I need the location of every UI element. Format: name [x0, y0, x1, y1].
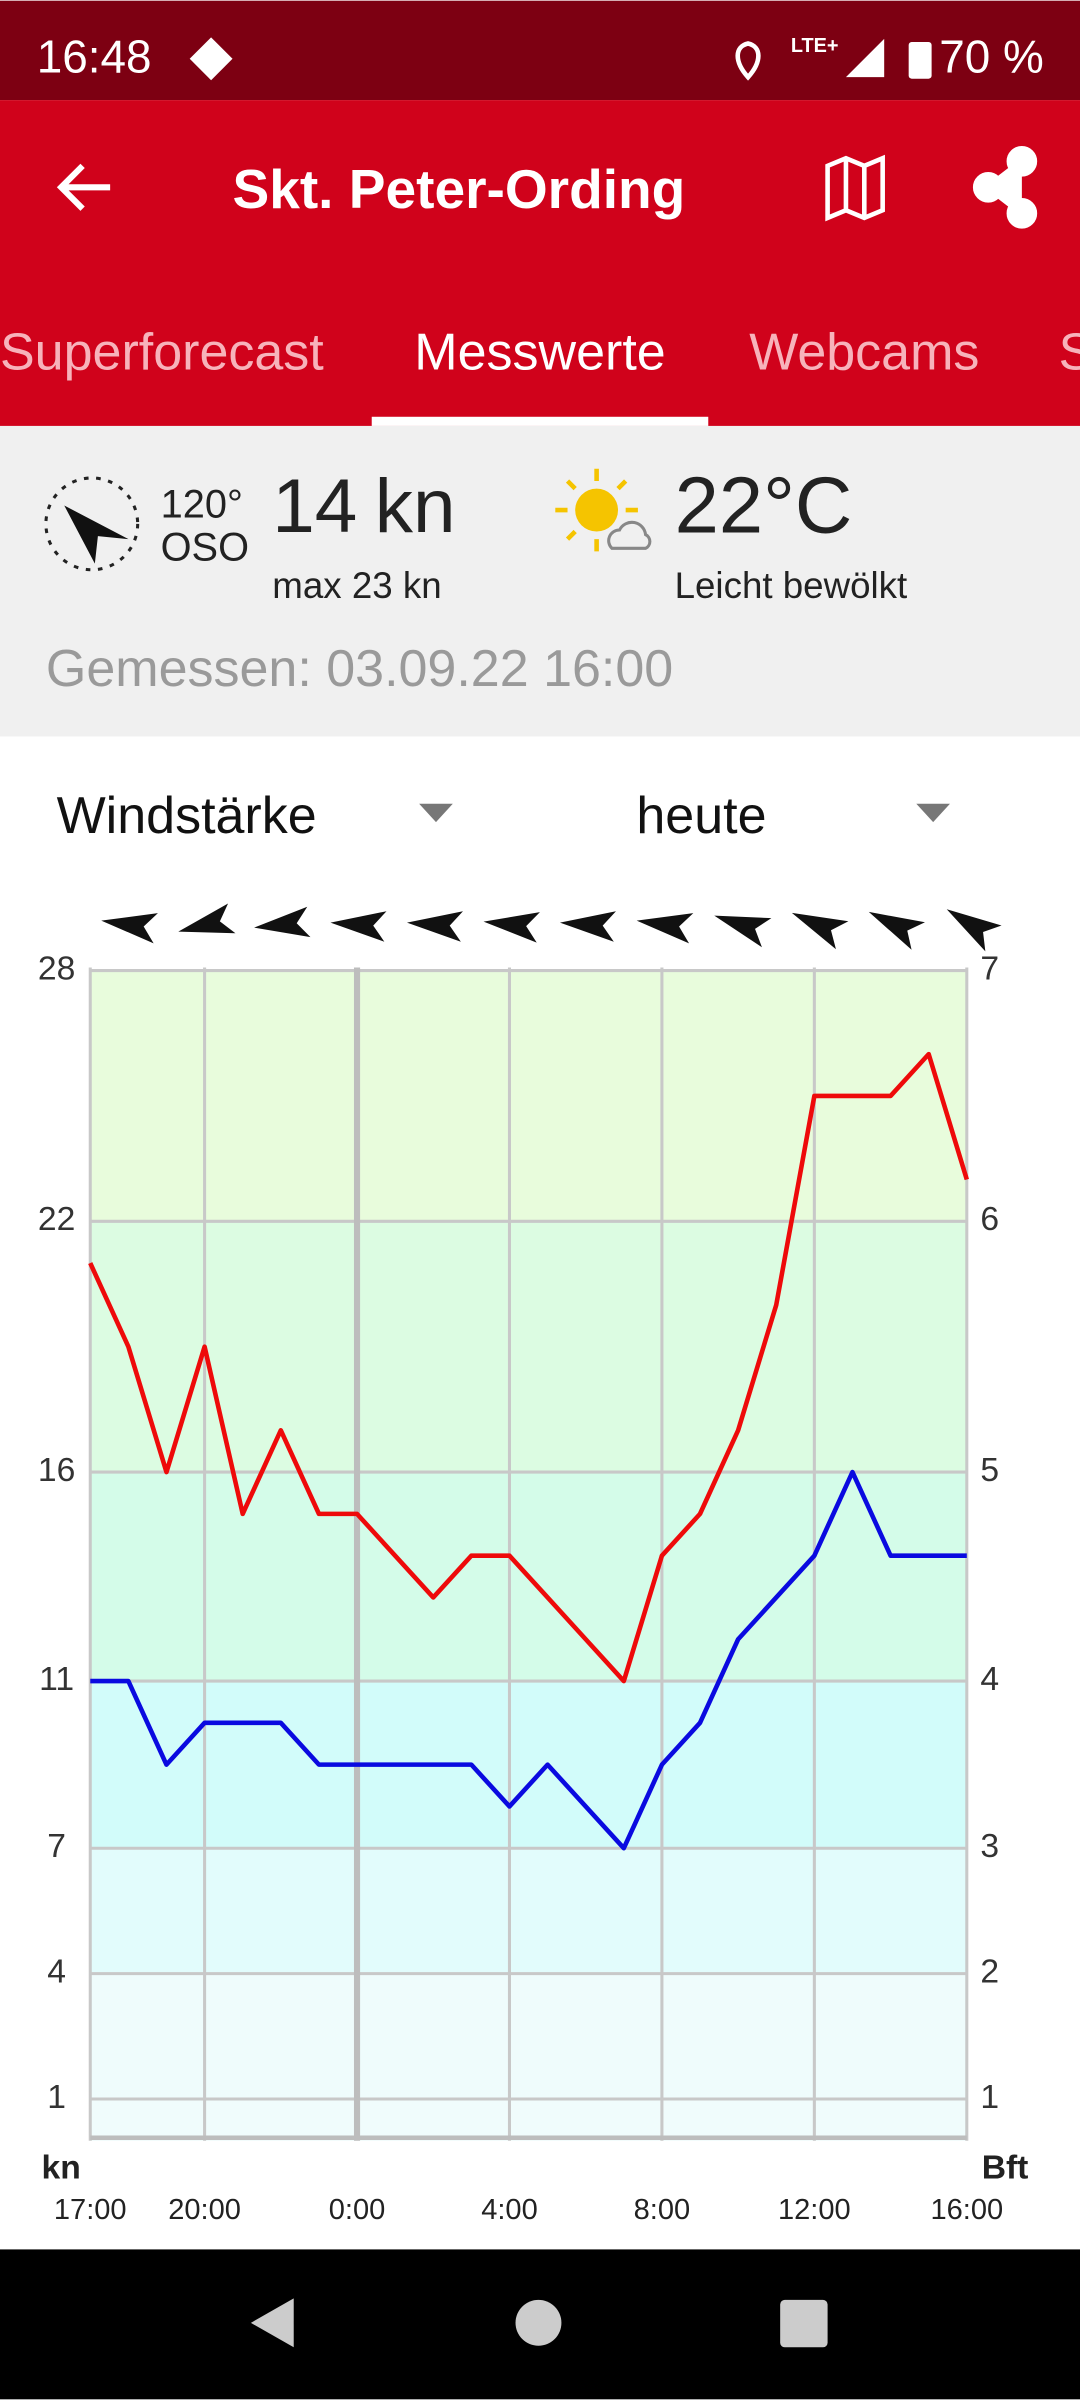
wind-max: max 23 kn [272, 565, 441, 606]
y-tick-label: 11 [39, 1661, 74, 1698]
y-tick-label: 1 [47, 2079, 66, 2116]
zone-band [90, 1681, 967, 1849]
nav-back[interactable] [250, 2298, 294, 2348]
x-tick-label: 20:00 [168, 2194, 241, 2226]
temperature: 22°C [675, 461, 853, 550]
wind-direction-arrow [559, 911, 616, 942]
network-label: LTE+ [791, 35, 839, 57]
wind-direction-name: OSO [161, 525, 249, 569]
zone-band [90, 2098, 967, 2141]
app-bar [0, 100, 1080, 426]
y-tick-label: 28 [38, 950, 75, 987]
wind-direction-arrow [101, 913, 158, 944]
x-tick-label: 4:00 [481, 2194, 538, 2226]
y2-tick-label: 6 [980, 1201, 999, 1238]
y-tick-label: 22 [38, 1201, 75, 1238]
wind-direction-arrow [636, 913, 694, 944]
tab-active[interactable]: Messwerte [414, 323, 665, 381]
y2-axis-unit: Bft [982, 2150, 1029, 2187]
map-button[interactable] [825, 154, 885, 222]
nav-recents[interactable] [780, 2299, 828, 2348]
y2-tick-label: 3 [980, 1828, 999, 1865]
weather: Leicht bewölkt [675, 565, 908, 606]
y2-tick-label: 1 [980, 2079, 999, 2116]
y-axis-unit: kn [42, 2150, 81, 2187]
wind-speed: 14 [272, 464, 357, 549]
wind-direction-arrow [330, 911, 387, 942]
wind-unit: kn [375, 464, 456, 549]
back-button[interactable] [56, 163, 111, 211]
period-selector[interactable]: heute [636, 787, 766, 845]
wind-direction-arrow [946, 909, 1002, 952]
data-line [90, 1469, 967, 1851]
zone-band [90, 1848, 967, 1974]
chart: 28 22 16 11 7 4 1 7 6 5 4 3 2 1 17:00 20:00 0:00 4:00 8:00… [38, 903, 1029, 2226]
app-title: Skt. Peter-Ording [233, 158, 686, 220]
x-tick-label: 12:00 [778, 2194, 851, 2226]
info-panel [0, 425, 1080, 737]
wind-direction-arrow [178, 903, 236, 934]
wind-direction-arrow [714, 915, 772, 948]
y-tick-label: 4 [47, 1954, 66, 1991]
zone-band [90, 1973, 967, 2099]
y-tick-label: 16 [38, 1452, 75, 1489]
status-time: 16:48 [37, 30, 152, 82]
nav-home[interactable] [515, 2299, 562, 2346]
wind-direction-arrow [406, 911, 463, 942]
y-tick-label: 7 [47, 1828, 66, 1865]
tab[interactable]: Webcams [749, 323, 979, 381]
data-line [88, 1051, 969, 1684]
zone-band [90, 1221, 967, 1473]
wind-direction: 120° [161, 483, 243, 527]
x-tick-label: 16:00 [930, 2194, 1003, 2226]
y2-tick-label: 4 [980, 1661, 999, 1698]
wind-direction-arrow [483, 912, 540, 943]
tab[interactable]: S [1059, 323, 1080, 381]
x-tick-label: 0:00 [329, 2194, 386, 2226]
tab[interactable]: Superforecast [0, 323, 324, 381]
y2-tick-label: 7 [980, 950, 999, 987]
status-bar [0, 0, 1080, 101]
x-tick-label: 8:00 [634, 2194, 691, 2226]
tab-indicator [371, 416, 709, 426]
dropdown-arrow[interactable] [419, 803, 453, 823]
y2-tick-label: 5 [980, 1452, 999, 1489]
x-tick-label: 17:00 [54, 2194, 127, 2226]
measured-time: Gemessen: 03.09.22 16:00 [46, 640, 673, 698]
wind-direction-arrow [791, 912, 849, 950]
parameter-selector[interactable]: Windstärke [57, 787, 317, 845]
y2-tick-label: 2 [980, 1954, 999, 1991]
weather-icon [555, 468, 652, 552]
location-icon [735, 41, 761, 81]
share-button[interactable] [972, 146, 1038, 229]
wind-direction-arrow [254, 906, 311, 938]
battery-level: 70 % [939, 30, 1044, 82]
dropdown-arrow[interactable] [916, 803, 950, 823]
battery-icon [908, 41, 932, 79]
wind-direction-arrow [868, 911, 925, 950]
